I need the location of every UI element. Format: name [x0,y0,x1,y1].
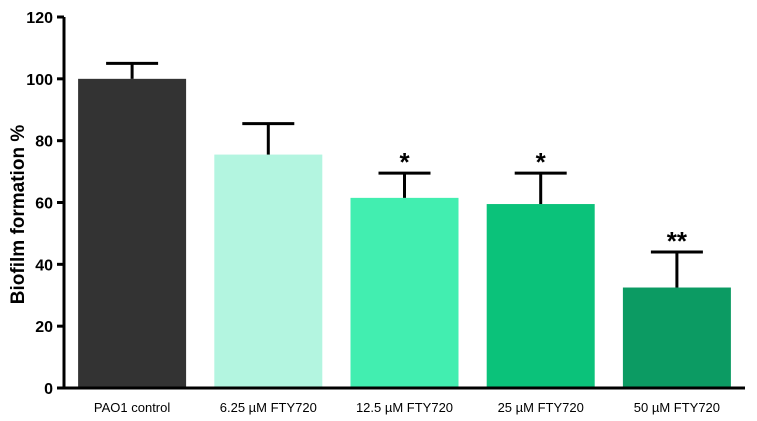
y-axis-title: Biofilm formation % [8,125,29,305]
error-bar [242,122,295,155]
x-category-label: PAO1 control [94,400,170,415]
y-tick-label: 40 [35,257,53,274]
x-category-label: 25 µM FTY720 [498,400,584,415]
error-bar [514,171,567,205]
y-ticks-layer: 0 20 40 60 80 100 120 [26,10,64,398]
error-bar [378,171,431,198]
bar [78,78,187,388]
bar [214,154,323,388]
bars-layer [78,78,731,388]
error-bar [650,250,703,288]
significance-marker: ** [667,226,688,256]
bar [486,204,595,388]
significance-layer: * *** [399,147,687,256]
error-bar [106,61,159,79]
significance-marker: * [536,147,547,177]
x-labels-layer: PAO1 control 6.25 µM FTY720 12.5 µM FTY720… [94,400,720,415]
y-tick-label: 120 [26,10,53,27]
bar [350,197,459,388]
bar [622,287,731,388]
error-bars-layer [106,61,703,288]
y-tick-label: 20 [35,319,53,336]
y-tick-label: 0 [44,381,53,398]
x-category-label: 12.5 µM FTY720 [356,400,453,415]
x-category-label: 6.25 µM FTY720 [220,400,317,415]
x-category-label: 50 µM FTY720 [634,400,720,415]
significance-marker: * [399,147,410,177]
y-tick-label: 80 [35,134,53,151]
y-tick-label: 60 [35,196,53,213]
y-tick-label: 100 [26,72,53,89]
